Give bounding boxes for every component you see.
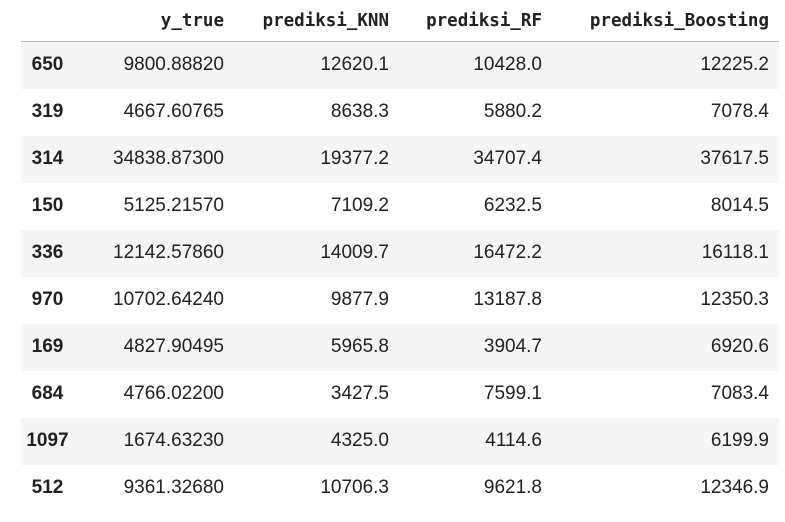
cell-prediksi-rf: 34707.4 — [473, 148, 542, 169]
table-header: y_true prediksi_KNN prediksi_RF prediksi… — [21, 0, 779, 42]
column-header-y-true: y_true — [74, 0, 234, 42]
cell-prediksi-knn: 19377.2 — [320, 148, 389, 169]
table-row: 1097 1674.63230 4325.0 4114.6 6199.9 — [21, 417, 779, 465]
cell-prediksi-boosting: 6199.9 — [710, 430, 769, 451]
row-index: 650 — [31, 54, 64, 76]
cell-y-true: 9361.32680 — [123, 477, 224, 498]
table-row: 684 4766.02200 3427.5 7599.1 7083.4 — [21, 370, 779, 418]
row-index: 970 — [31, 289, 64, 310]
cell-prediksi-knn: 4325.0 — [330, 430, 389, 451]
cell-y-true: 10702.64240 — [113, 289, 224, 310]
cell-prediksi-boosting: 7078.4 — [710, 101, 769, 122]
cell-y-true: 4827.90495 — [123, 336, 224, 357]
cell-prediksi-boosting: 7083.4 — [710, 383, 769, 404]
cell-prediksi-knn: 5965.8 — [330, 336, 389, 357]
table-row: 970 10702.64240 9877.9 13187.8 12350.3 — [21, 276, 779, 324]
header-row: y_true prediksi_KNN prediksi_RF prediksi… — [21, 0, 779, 42]
cell-prediksi-knn: 12620.1 — [320, 54, 389, 76]
cell-prediksi-boosting: 12346.9 — [700, 477, 769, 498]
column-header-prediksi-boosting: prediksi_Boosting — [552, 0, 779, 42]
table-body: 650 9800.88820 12620.1 10428.0 12225.2 3… — [21, 41, 779, 512]
table-row: 169 4827.90495 5965.8 3904.7 6920.6 — [21, 323, 779, 371]
cell-prediksi-knn: 3427.5 — [330, 383, 389, 404]
table-row: 336 12142.57860 14009.7 16472.2 16118.1 — [21, 229, 779, 277]
cell-prediksi-knn: 10706.3 — [320, 477, 389, 498]
cell-prediksi-knn: 9877.9 — [330, 289, 389, 310]
dataframe-output: y_true prediksi_KNN prediksi_RF prediksi… — [21, 0, 779, 512]
table-row: 150 5125.21570 7109.2 6232.5 8014.5 — [21, 182, 779, 230]
cell-prediksi-rf: 5880.2 — [483, 101, 542, 122]
cell-prediksi-boosting: 12225.2 — [700, 54, 769, 76]
table-row: 650 9800.88820 12620.1 10428.0 12225.2 — [21, 41, 779, 89]
cell-prediksi-boosting: 16118.1 — [701, 242, 769, 263]
cell-prediksi-rf: 7599.1 — [483, 383, 542, 404]
column-header-prediksi-rf: prediksi_RF — [399, 0, 552, 42]
cell-prediksi-boosting: 37617.5 — [700, 148, 769, 169]
cell-prediksi-knn: 14009.7 — [320, 242, 389, 263]
index-header — [21, 0, 74, 42]
cell-y-true: 9800.88820 — [123, 54, 224, 76]
table-row: 319 4667.60765 8638.3 5880.2 7078.4 — [21, 88, 779, 136]
row-index: 169 — [31, 336, 64, 357]
cell-y-true: 12142.57860 — [113, 242, 224, 263]
row-index: 150 — [31, 195, 64, 216]
cell-prediksi-boosting: 12350.3 — [700, 289, 769, 310]
table-row: 512 9361.32680 10706.3 9621.8 12346.9 — [21, 464, 779, 512]
dataframe-table: y_true prediksi_KNN prediksi_RF prediksi… — [21, 0, 779, 512]
cell-y-true: 4667.60765 — [123, 101, 224, 122]
cell-prediksi-rf: 6232.5 — [483, 195, 542, 216]
column-header-prediksi-knn: prediksi_KNN — [234, 0, 399, 42]
cell-prediksi-boosting: 6920.6 — [710, 336, 769, 357]
cell-y-true: 4766.02200 — [123, 383, 224, 404]
row-index: 336 — [31, 242, 64, 263]
cell-y-true: 34838.87300 — [113, 148, 224, 169]
row-index: 512 — [31, 477, 64, 498]
row-index: 1097 — [26, 430, 69, 451]
cell-prediksi-knn: 7109.2 — [330, 195, 389, 216]
cell-prediksi-rf: 13187.8 — [473, 289, 542, 310]
cell-prediksi-rf: 9621.8 — [483, 477, 542, 498]
cell-prediksi-rf: 4114.6 — [485, 430, 542, 451]
row-index: 319 — [31, 101, 64, 122]
cell-prediksi-rf: 16472.2 — [473, 242, 542, 263]
cell-prediksi-boosting: 8014.5 — [710, 195, 769, 216]
cell-y-true: 5125.21570 — [123, 195, 224, 216]
cell-prediksi-rf: 3904.7 — [483, 336, 542, 357]
table-row: 314 34838.87300 19377.2 34707.4 37617.5 — [21, 135, 779, 183]
cell-prediksi-knn: 8638.3 — [330, 101, 389, 122]
row-index: 684 — [31, 383, 64, 404]
row-index: 314 — [31, 148, 64, 169]
cell-prediksi-rf: 10428.0 — [473, 54, 542, 76]
cell-y-true: 1674.63230 — [123, 430, 224, 451]
